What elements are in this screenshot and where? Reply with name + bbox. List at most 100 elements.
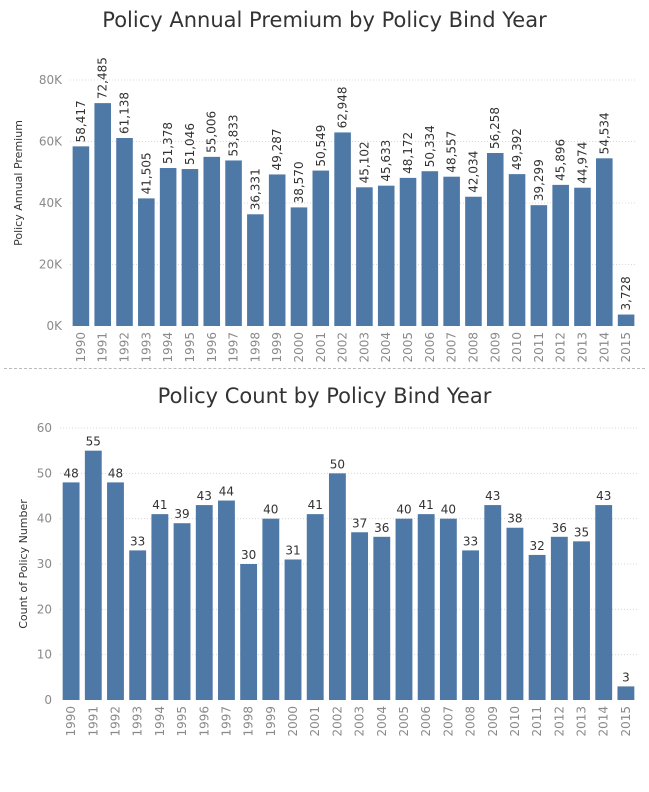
- premium-bar: [181, 169, 199, 326]
- premium-bar: [247, 214, 264, 326]
- count-x-tick-label: 1998: [242, 706, 256, 737]
- premium-x-tick-label: 2006: [423, 332, 437, 363]
- count-x-tick-label: 2007: [441, 706, 455, 737]
- count-x-tick-label: 1996: [197, 706, 211, 737]
- premium-x-tick-label: 2000: [292, 332, 306, 363]
- premium-x-tick-label: 2001: [314, 332, 328, 363]
- count-bar: [573, 541, 590, 700]
- count-x-tick-label: 1999: [264, 706, 278, 737]
- count-x-tick-label: 1993: [131, 706, 145, 737]
- premium-y-tick-label: 20K: [39, 258, 63, 272]
- count-bar: [173, 523, 191, 700]
- count-data-label: 36: [374, 521, 389, 535]
- count-bar: [129, 550, 147, 700]
- count-data-label: 41: [152, 498, 167, 512]
- premium-y-tick-label: 80K: [39, 73, 63, 87]
- count-bar: [84, 450, 102, 700]
- count-x-tick-label: 2012: [552, 706, 566, 737]
- premium-x-tick-label: 2004: [379, 332, 393, 363]
- count-y-tick-label: 10: [37, 648, 52, 662]
- chart-divider: [4, 368, 645, 369]
- count-x-tick-label: 1997: [219, 706, 233, 737]
- premium-x-tick-label: 2011: [532, 332, 546, 363]
- premium-chart-title: Policy Annual Premium by Policy Bind Yea…: [102, 8, 547, 32]
- premium-x-tick-label: 1997: [227, 332, 241, 363]
- count-x-tick-label: 2009: [486, 706, 500, 737]
- premium-data-label: 62,948: [336, 86, 350, 128]
- premium-data-label: 50,334: [423, 125, 437, 167]
- premium-x-tick-label: 2015: [619, 332, 633, 363]
- premium-data-label: 44,974: [575, 142, 589, 184]
- premium-bar: [116, 138, 133, 326]
- premium-x-tick-label: 1996: [205, 332, 219, 363]
- premium-bar: [465, 196, 482, 326]
- count-x-tick-label: 1990: [64, 706, 78, 737]
- premium-y-tick-label: 60K: [39, 135, 63, 149]
- count-x-tick-label: 2015: [619, 706, 633, 737]
- premium-data-label: 72,485: [96, 57, 110, 99]
- count-y-tick-label: 40: [37, 512, 52, 526]
- premium-bar: [356, 187, 373, 326]
- premium-data-label: 56,258: [488, 107, 502, 149]
- count-data-label: 40: [396, 503, 411, 517]
- count-x-tick-label: 2004: [375, 706, 389, 737]
- premium-data-label: 54,534: [597, 112, 611, 154]
- count-y-axis-title: Count of Policy Number: [17, 499, 30, 629]
- count-x-tick-label: 2011: [530, 706, 544, 737]
- count-bar: [218, 500, 235, 700]
- count-bar: [395, 518, 413, 700]
- count-x-tick-label: 2005: [397, 706, 411, 737]
- premium-data-label: 36,331: [248, 168, 262, 210]
- count-bar: [151, 514, 169, 700]
- premium-data-label: 42,034: [466, 151, 480, 193]
- count-bar: [595, 505, 613, 700]
- count-bar: [462, 550, 479, 700]
- premium-x-tick-label: 2005: [401, 332, 415, 363]
- premium-bar: [552, 184, 569, 326]
- premium-x-tick-label: 1994: [161, 332, 175, 363]
- premium-bar: [94, 103, 111, 326]
- premium-bar: [312, 170, 330, 326]
- premium-x-tick-label: 1992: [118, 332, 132, 363]
- count-bar: [195, 505, 213, 700]
- count-data-label: 38: [507, 512, 522, 526]
- premium-x-tick-label: 2003: [357, 332, 371, 363]
- count-y-tick-label: 50: [37, 466, 52, 480]
- count-x-tick-label: 2000: [286, 706, 300, 737]
- count-data-label: 37: [352, 516, 367, 530]
- count-data-label: 33: [463, 534, 478, 548]
- premium-x-tick-label: 2009: [488, 332, 502, 363]
- count-x-tick-label: 2010: [508, 706, 522, 737]
- premium-bar: [72, 146, 90, 326]
- count-x-tick-label: 2001: [308, 706, 322, 737]
- premium-x-tick-label: 1999: [270, 332, 284, 363]
- premium-data-label: 48,172: [401, 132, 415, 174]
- count-data-label: 40: [441, 503, 456, 517]
- premium-bar: [268, 174, 286, 326]
- premium-bar: [443, 176, 460, 326]
- count-x-tick-label: 2006: [419, 706, 433, 737]
- count-bar: [306, 514, 324, 700]
- premium-x-tick-label: 1993: [139, 332, 153, 363]
- count-x-tick-label: 1994: [153, 706, 167, 737]
- count-data-label: 35: [574, 525, 589, 539]
- premium-y-axis-title: Policy Annual Premium: [12, 120, 25, 246]
- count-data-label: 30: [241, 548, 256, 562]
- premium-x-tick-label: 2012: [554, 332, 568, 363]
- premium-y-tick-label: 40K: [39, 196, 63, 210]
- premium-bar: [203, 156, 221, 326]
- count-x-tick-label: 1991: [86, 706, 100, 737]
- count-x-tick-label: 2008: [464, 706, 478, 737]
- count-bar: [351, 532, 369, 700]
- count-y-tick-label: 60: [37, 421, 52, 435]
- premium-bar: [290, 207, 308, 326]
- count-data-label: 50: [330, 457, 345, 471]
- premium-bar: [421, 171, 439, 326]
- count-data-label: 31: [285, 543, 300, 557]
- count-data-label: 32: [529, 539, 544, 553]
- premium-data-label: 61,138: [118, 92, 132, 134]
- count-y-tick-label: 30: [37, 557, 52, 571]
- premium-data-label: 38,570: [292, 161, 306, 203]
- count-data-label: 43: [485, 489, 500, 503]
